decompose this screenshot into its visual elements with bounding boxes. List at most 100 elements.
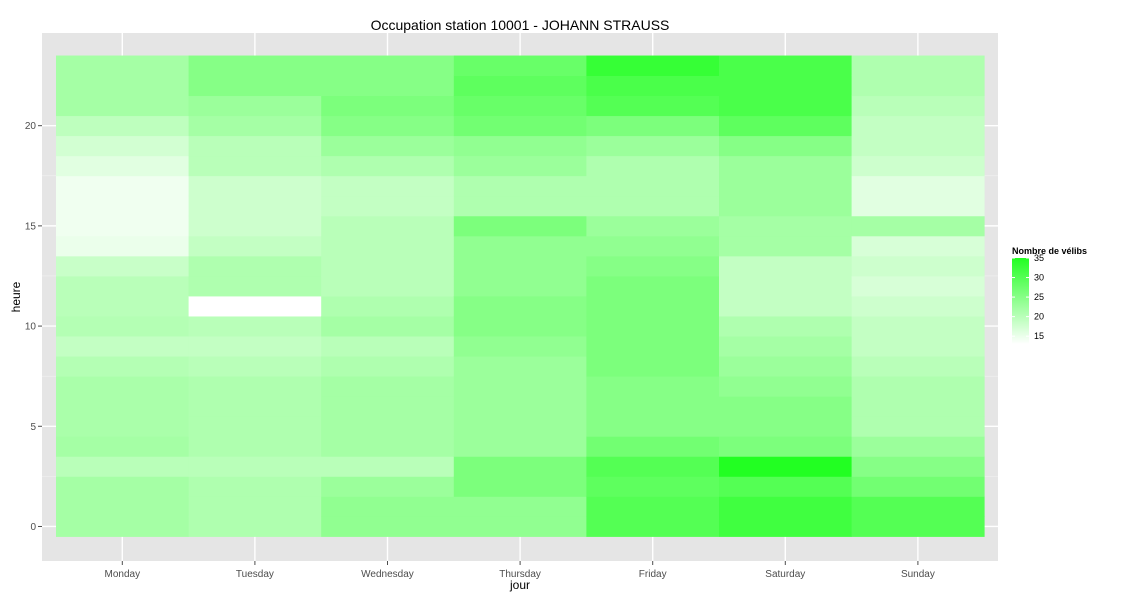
heatmap-tile (851, 356, 985, 377)
heatmap-tile (586, 476, 720, 497)
x-tick-label: Tuesday (236, 569, 274, 580)
legend-tick-label: 25 (1034, 292, 1044, 302)
heatmap-tile (586, 456, 720, 477)
heatmap-tile (453, 336, 587, 357)
heatmap-tile (321, 215, 455, 237)
heatmap-tile (586, 316, 720, 337)
heatmap-tile (851, 316, 985, 337)
heatmap-tile (453, 195, 587, 217)
legend-tick-label: 35 (1034, 253, 1044, 263)
heatmap-tile (188, 95, 322, 117)
heatmap-tile (56, 135, 189, 157)
heatmap-tile (188, 336, 322, 357)
heatmap-tile (586, 155, 720, 177)
x-tick-label: Thursday (499, 569, 541, 580)
legend-tick-label: 20 (1034, 312, 1044, 322)
x-tick-label: Friday (639, 569, 667, 580)
heatmap-tile (321, 175, 455, 197)
heatmap-tile (586, 115, 720, 137)
heatmap-tile (188, 436, 322, 457)
heatmap-tile (719, 135, 852, 157)
heatmap-tile (56, 336, 189, 357)
heatmap-tile (719, 396, 852, 417)
heatmap-tile (851, 135, 985, 157)
heatmap-tile (321, 516, 455, 537)
heatmap-tile (453, 356, 587, 377)
heatmap-tile (453, 55, 587, 76)
heatmap-tile (719, 75, 852, 97)
chart-title: Occupation station 10001 - JOHANN STRAUS… (371, 17, 670, 33)
heatmap-tile (719, 476, 852, 497)
heatmap-tile (851, 476, 985, 497)
heatmap-tile (188, 496, 322, 517)
heatmap-tile (719, 175, 852, 197)
legend-tick-label: 15 (1034, 331, 1044, 341)
heatmap-tile (719, 336, 852, 357)
heatmap-tile (851, 516, 985, 537)
heatmap-tile (321, 456, 455, 477)
heatmap-tile (453, 416, 587, 437)
heatmap-tile (586, 135, 720, 157)
heatmap-tile (188, 215, 322, 237)
heatmap-tile (719, 215, 852, 237)
heatmap-tile (56, 516, 189, 537)
heatmap-tile (586, 496, 720, 517)
heatmap-tile (321, 476, 455, 497)
heatmap-tile (56, 215, 189, 237)
heatmap-tile (851, 496, 985, 517)
heatmap-tile (453, 376, 587, 397)
heatmap-tile (453, 75, 587, 97)
heatmap-tile (586, 376, 720, 397)
heatmap-tile (56, 275, 189, 297)
heatmap-tile (453, 255, 587, 277)
legend-color-bar (1012, 258, 1029, 344)
heatmap-tile (851, 336, 985, 357)
heatmap-tile (719, 516, 852, 537)
heatmap-tile (321, 356, 455, 377)
heatmap-tile (188, 75, 322, 97)
heatmap-tile (453, 175, 587, 197)
legend-title: Nombre de vélibs (1012, 246, 1087, 256)
x-tick-label: Saturday (765, 569, 805, 580)
heatmap-tile (321, 115, 455, 137)
heatmap-tile (56, 416, 189, 437)
heatmap-tile (321, 155, 455, 177)
heatmap-tile (586, 255, 720, 277)
heatmap-tile (453, 135, 587, 157)
x-axis-title: jour (509, 578, 530, 592)
heatmap-tile (851, 175, 985, 197)
heatmap-tile (188, 275, 322, 297)
heatmap-tile (719, 95, 852, 117)
heatmap-tile (321, 275, 455, 297)
y-axis-ticks: 0 5 10 15 20 (25, 121, 42, 533)
heatmap-tile (321, 396, 455, 417)
heatmap-tile (586, 75, 720, 97)
heatmap-tile (188, 396, 322, 417)
heatmap-tile (321, 235, 455, 257)
heatmap-tile (56, 496, 189, 517)
heatmap-tile (719, 255, 852, 277)
heatmap-tile (851, 275, 985, 297)
heatmap-tile (56, 376, 189, 397)
x-axis-ticks: Monday Tuesday Wednesday Thursday Friday Satu… (105, 561, 935, 580)
heatmap-tile (586, 95, 720, 117)
heatmap-tile (453, 476, 587, 497)
heatmap-tile (188, 195, 322, 217)
heatmap-tile (188, 416, 322, 437)
heatmap-tile (321, 376, 455, 397)
heatmap-tile (188, 316, 322, 337)
heatmap-tile (586, 175, 720, 197)
heatmap-tile (851, 75, 985, 97)
x-tick-label: Monday (105, 569, 141, 580)
legend-tick-label: 30 (1034, 273, 1044, 283)
heatmap-tile (56, 115, 189, 137)
heatmap-tile (453, 516, 587, 537)
heatmap-tile (321, 336, 455, 357)
heatmap-tile (56, 316, 189, 337)
y-tick-label: 10 (25, 322, 37, 333)
heatmap-tile (56, 255, 189, 277)
heatmap-tile (56, 356, 189, 377)
heatmap-tile (586, 516, 720, 537)
heatmap-tile (453, 215, 587, 237)
